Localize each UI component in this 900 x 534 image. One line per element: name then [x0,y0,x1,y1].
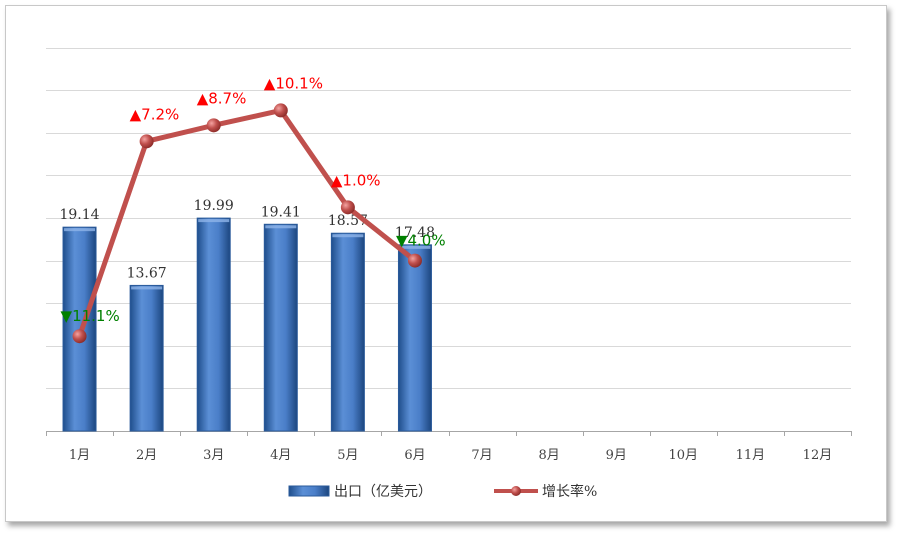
rate-marker [72,329,87,344]
x-tick-label: 2月 [136,448,157,463]
x-tick-label: 9月 [606,448,627,463]
legend-bar-swatch [288,485,330,497]
rate-marker [206,118,221,133]
rate-marker [139,134,154,149]
rate-series [72,103,422,344]
x-tick-label: 7月 [471,448,492,463]
legend-bar-label: 出口（亿美元） [334,484,432,500]
rate-data-label: ▼4.0% [396,232,446,250]
x-axis: 1月 2月 3月 4月 5月 6月 7月 8月 9月 10月 11月 12月 [46,431,852,463]
x-tick-label: 3月 [203,448,224,463]
legend-line-label: 增长率% [542,483,597,500]
bar-highlight [198,219,230,223]
bar-highlight [332,234,364,238]
x-tick-label: 8月 [538,448,559,463]
x-tick-label: 11月 [736,448,766,463]
bar-data-label: 19.41 [261,204,301,220]
bar-highlight [265,225,297,229]
rate-data-labels: ▼11.1% ▲7.2% ▲8.7% ▲10.1% ▲1.0% ▼4.0% [61,74,446,325]
rate-marker [340,200,355,215]
x-tick-label: 6月 [404,448,425,463]
rate-marker [407,253,422,268]
bar-data-label: 13.67 [127,265,167,281]
bar [330,232,365,432]
x-tick-label: 12月 [803,448,833,463]
bar-data-label: 17.48 [395,225,435,241]
rate-data-label: ▲10.1% [264,74,323,92]
rate-data-label: ▲8.7% [197,89,247,107]
bar [129,284,164,432]
bar-highlight [399,245,431,249]
rate-line [77,107,417,338]
chart-frame [5,5,887,522]
rate-data-label: ▼11.1% [61,307,120,325]
x-tick-label: 4月 [270,448,291,463]
bar [196,217,231,432]
x-tick-label: 1月 [69,448,90,463]
bar-highlight [131,286,163,290]
rate-data-label: ▲7.2% [130,105,180,123]
bar-data-label: 19.99 [194,198,234,214]
gridlines [46,48,851,389]
rate-marker [273,103,288,118]
legend-line-marker [511,486,521,496]
rate-data-label: ▲1.0% [331,171,381,189]
legend: 出口（亿美元） 增长率% [288,483,597,500]
bar-highlight [64,228,96,232]
bar [397,244,432,432]
bar [263,223,298,432]
x-tick-label: 10月 [669,448,699,463]
x-tick-label: 5月 [337,448,358,463]
bar-data-label: 19.14 [59,207,99,223]
